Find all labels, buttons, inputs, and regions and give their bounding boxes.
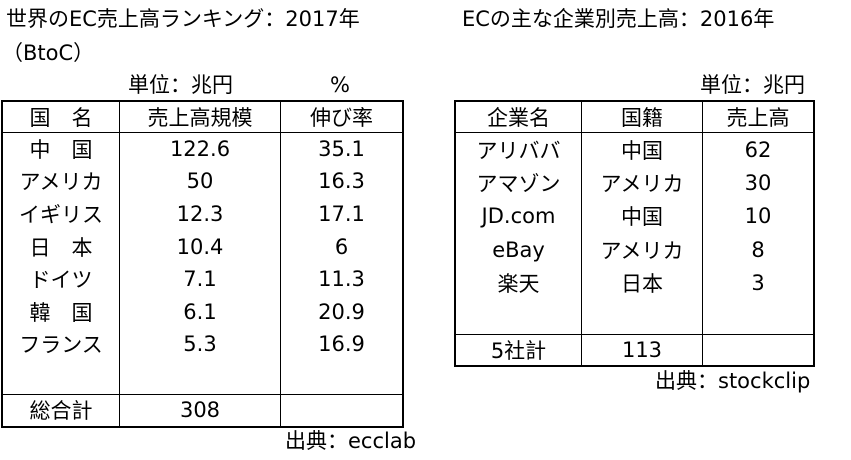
table-cell: 35.1 xyxy=(280,132,404,166)
table-cell: 国 名 xyxy=(1,101,120,133)
left-subtitle: （BtoC） xyxy=(2,41,95,65)
table-cell: 113 xyxy=(581,333,703,366)
table-cell xyxy=(280,394,404,427)
table-cell: 5.3 xyxy=(119,328,281,361)
unit-label: 単位：兆円 xyxy=(128,73,233,97)
table-cell: アリババ xyxy=(454,132,582,166)
table-row: 総合計 308 xyxy=(1,394,404,427)
table-cell xyxy=(454,300,582,334)
table-cell: eBay xyxy=(454,233,582,267)
table-row: 企業名 国籍 売上高 xyxy=(454,101,815,133)
table-cell: 中 国 xyxy=(1,132,120,166)
table-row: 日 本 10.4 6 xyxy=(1,230,404,263)
table-cell xyxy=(581,300,703,334)
table-cell: 16.3 xyxy=(280,165,404,198)
table-cell xyxy=(119,360,281,395)
table-row xyxy=(454,300,815,334)
table-cell: 10.4 xyxy=(119,230,281,263)
table-cell: 総合計 xyxy=(1,394,120,427)
table-row: 5社計 113 xyxy=(454,333,815,366)
table-row: フランス 5.3 16.9 xyxy=(1,328,404,361)
table-row: eBay アメリカ 8 xyxy=(454,233,815,267)
table-cell: 62 xyxy=(702,132,815,166)
table-cell: 国籍 xyxy=(581,101,703,133)
table-cell xyxy=(702,333,815,366)
table-row: 国 名売上高規模 伸び率 xyxy=(1,101,404,133)
table-cell: 8 xyxy=(702,233,815,267)
table-cell: 17.1 xyxy=(280,197,404,231)
table-cell: 20.9 xyxy=(280,295,404,329)
table-cell xyxy=(280,360,404,395)
table-cell: 30 xyxy=(702,166,815,200)
table-row: アマゾン アメリカ 30 xyxy=(454,166,815,200)
table-cell: アメリカ xyxy=(581,233,703,267)
table-cell: 12.3 xyxy=(119,197,281,231)
table-cell: 日本 xyxy=(581,266,703,300)
table-cell: 50 xyxy=(119,165,281,198)
table-cell: アメリカ xyxy=(581,166,703,200)
table-cell: ドイツ xyxy=(1,262,120,296)
table-row: アリババ 中国 62 xyxy=(454,132,815,166)
table-row: 楽天 日本 3 xyxy=(454,266,815,300)
table-cell: 中国 xyxy=(581,132,703,166)
table-cell: 7.1 xyxy=(119,262,281,296)
unit-label: 単位：兆円 xyxy=(700,73,805,97)
table-cell: フランス xyxy=(1,328,120,361)
table-cell: 日 本 xyxy=(1,230,120,263)
left-title: 世界のEC売上高ランキング：2017年 xyxy=(6,7,360,31)
table-cell: 企業名 xyxy=(454,101,582,133)
table-row xyxy=(1,360,404,395)
table-cell: 308 xyxy=(119,394,281,427)
table-cell: 韓 国 xyxy=(1,295,120,329)
source: 出典：ecclab xyxy=(285,429,417,453)
table-cell: 伸び率 xyxy=(280,101,404,133)
table-row: 韓 国 6.1 20.9 xyxy=(1,295,404,329)
table-row: イギリス 12.3 17.1 xyxy=(1,197,404,231)
table-cell: 中国 xyxy=(581,199,703,233)
table-cell: 10 xyxy=(702,199,815,233)
table-row: アメリカ 50 16.3 xyxy=(1,165,404,198)
table-cell: 売上高 xyxy=(702,101,815,133)
table-cell: JD.com xyxy=(454,199,582,233)
table-cell: アメリカ xyxy=(1,165,120,198)
table-cell xyxy=(1,360,120,395)
right-title: ECの主な企業別売上高：2016年 xyxy=(462,7,775,31)
table-row: JD.com 中国 10 xyxy=(454,199,815,233)
table-cell: 3 xyxy=(702,266,815,300)
table-cell: 11.3 xyxy=(280,262,404,296)
right-table: 企業名 国籍 売上高 アリババ 中国 62 アマゾン アメリカ 30 JD.com 中国 10 eBay… xyxy=(454,100,815,367)
left-table: 国 名売上高規模 伸び率中 国 122.6 35.1 アメリカ 50 16.3 イギリス 12.… xyxy=(1,100,404,428)
table-cell: 売上高規模 xyxy=(119,101,281,133)
table-cell: アマゾン xyxy=(454,166,582,200)
table-cell: 16.9 xyxy=(280,328,404,361)
table-row: ドイツ 7.1 11.3 xyxy=(1,262,404,296)
table-cell: 楽天 xyxy=(454,266,582,300)
unit-label: % xyxy=(330,73,350,97)
source: 出典：stockclip xyxy=(655,369,811,393)
table-cell: 6 xyxy=(280,230,404,263)
table-cell: 5社計 xyxy=(454,333,582,366)
table-row: 中 国 122.6 35.1 xyxy=(1,132,404,166)
table-cell: イギリス xyxy=(1,197,120,231)
table-cell: 6.1 xyxy=(119,295,281,329)
table-cell: 122.6 xyxy=(119,132,281,166)
table-cell xyxy=(702,300,815,334)
